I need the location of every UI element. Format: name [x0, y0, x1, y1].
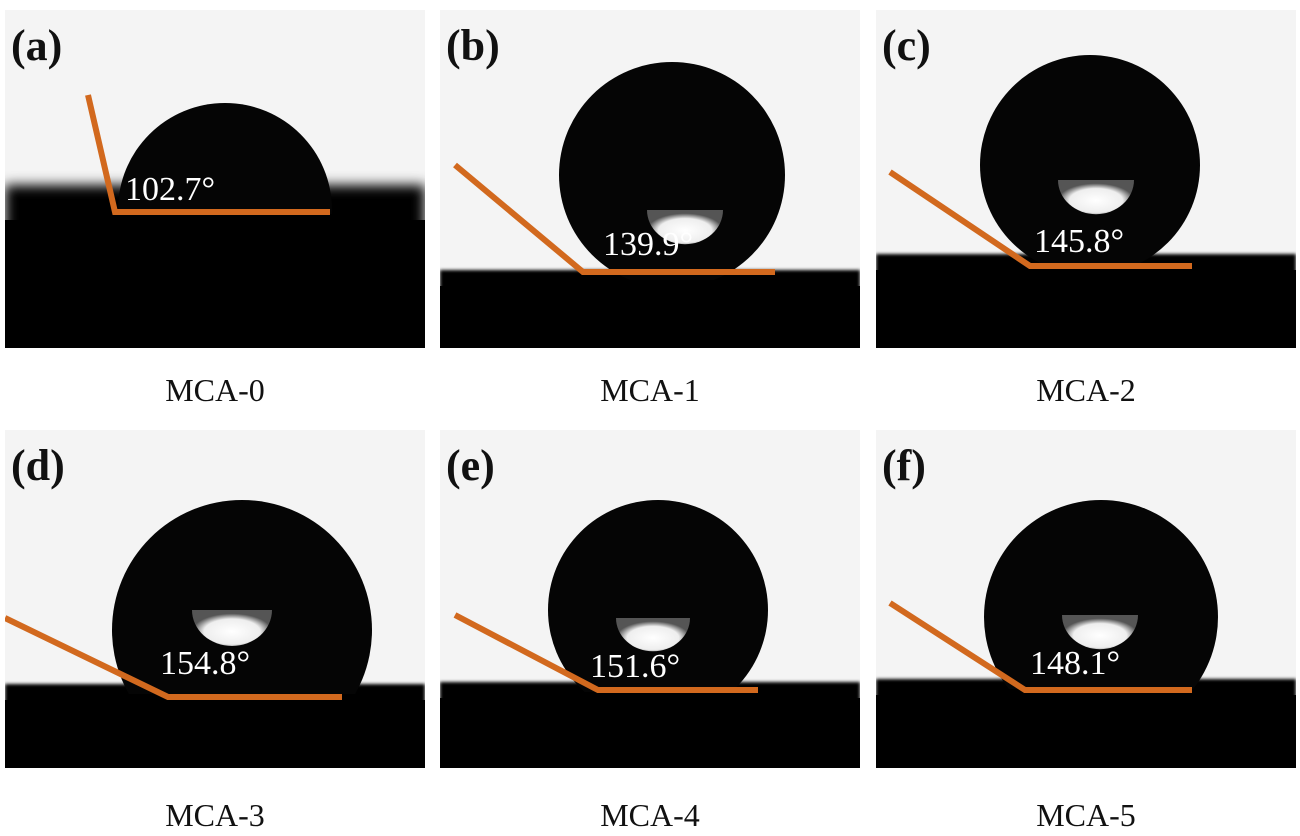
water-droplet: [559, 62, 785, 280]
droplet-panel-mca-3: 154.8° (d): [5, 430, 425, 768]
droplet-panel-mca-0: 102.7° (a): [5, 10, 425, 348]
droplet-panel-mca-4: 151.6° (e): [440, 430, 860, 768]
contact-angle-value: 145.8°: [1034, 223, 1124, 260]
sample-caption: MCA-2: [1036, 372, 1136, 408]
droplet-highlight: [1058, 180, 1134, 215]
water-droplet: [112, 500, 372, 694]
panel-tag: (c): [882, 21, 931, 70]
panel-tag: (f): [882, 441, 926, 490]
substrate-base: [440, 286, 860, 348]
water-droplet: [118, 103, 332, 214]
substrate-base: [440, 698, 860, 768]
droplet-panel-mca-2: 145.8° (c): [876, 10, 1296, 348]
contact-angle-value: 151.6°: [590, 648, 680, 685]
droplet-panel-mca-1: 139.9° (b): [440, 10, 860, 348]
droplet-highlight: [1062, 615, 1138, 650]
sample-caption: MCA-4: [600, 797, 700, 833]
droplet-highlight: [647, 210, 723, 245]
substrate-base: [876, 270, 1296, 348]
contact-angle-value: 154.8°: [160, 645, 250, 682]
droplet-highlight: [192, 610, 272, 646]
water-droplet: [984, 500, 1218, 689]
sample-caption: MCA-3: [165, 797, 265, 833]
contact-angle-line: [453, 612, 758, 693]
contact-angle-value: 102.7°: [125, 171, 215, 208]
contact-angle-value: 148.1°: [1030, 645, 1120, 682]
substrate-base: [5, 220, 425, 348]
droplet-highlight: [616, 618, 690, 652]
panel-tag: (e): [446, 441, 495, 490]
contact-angle-line: [888, 169, 1192, 269]
contact-angle-line: [5, 615, 342, 700]
contact-angle-line: [85, 94, 330, 215]
panel-tag: (a): [11, 21, 62, 70]
sample-caption: MCA-5: [1036, 797, 1136, 833]
water-droplet: [548, 500, 768, 692]
droplet-panel-mca-5: 148.1° (f): [876, 430, 1296, 768]
sample-caption: MCA-1: [600, 372, 700, 408]
contact-angle-line: [888, 600, 1192, 693]
substrate-base: [5, 700, 425, 768]
contact-angle-value: 139.9°: [603, 226, 693, 263]
panel-tag: (b): [446, 21, 500, 70]
sample-caption: MCA-0: [165, 372, 265, 408]
water-droplet: [980, 55, 1200, 264]
panel-tag: (d): [11, 441, 65, 490]
contact-angle-line: [453, 162, 775, 275]
substrate-base: [876, 695, 1296, 768]
